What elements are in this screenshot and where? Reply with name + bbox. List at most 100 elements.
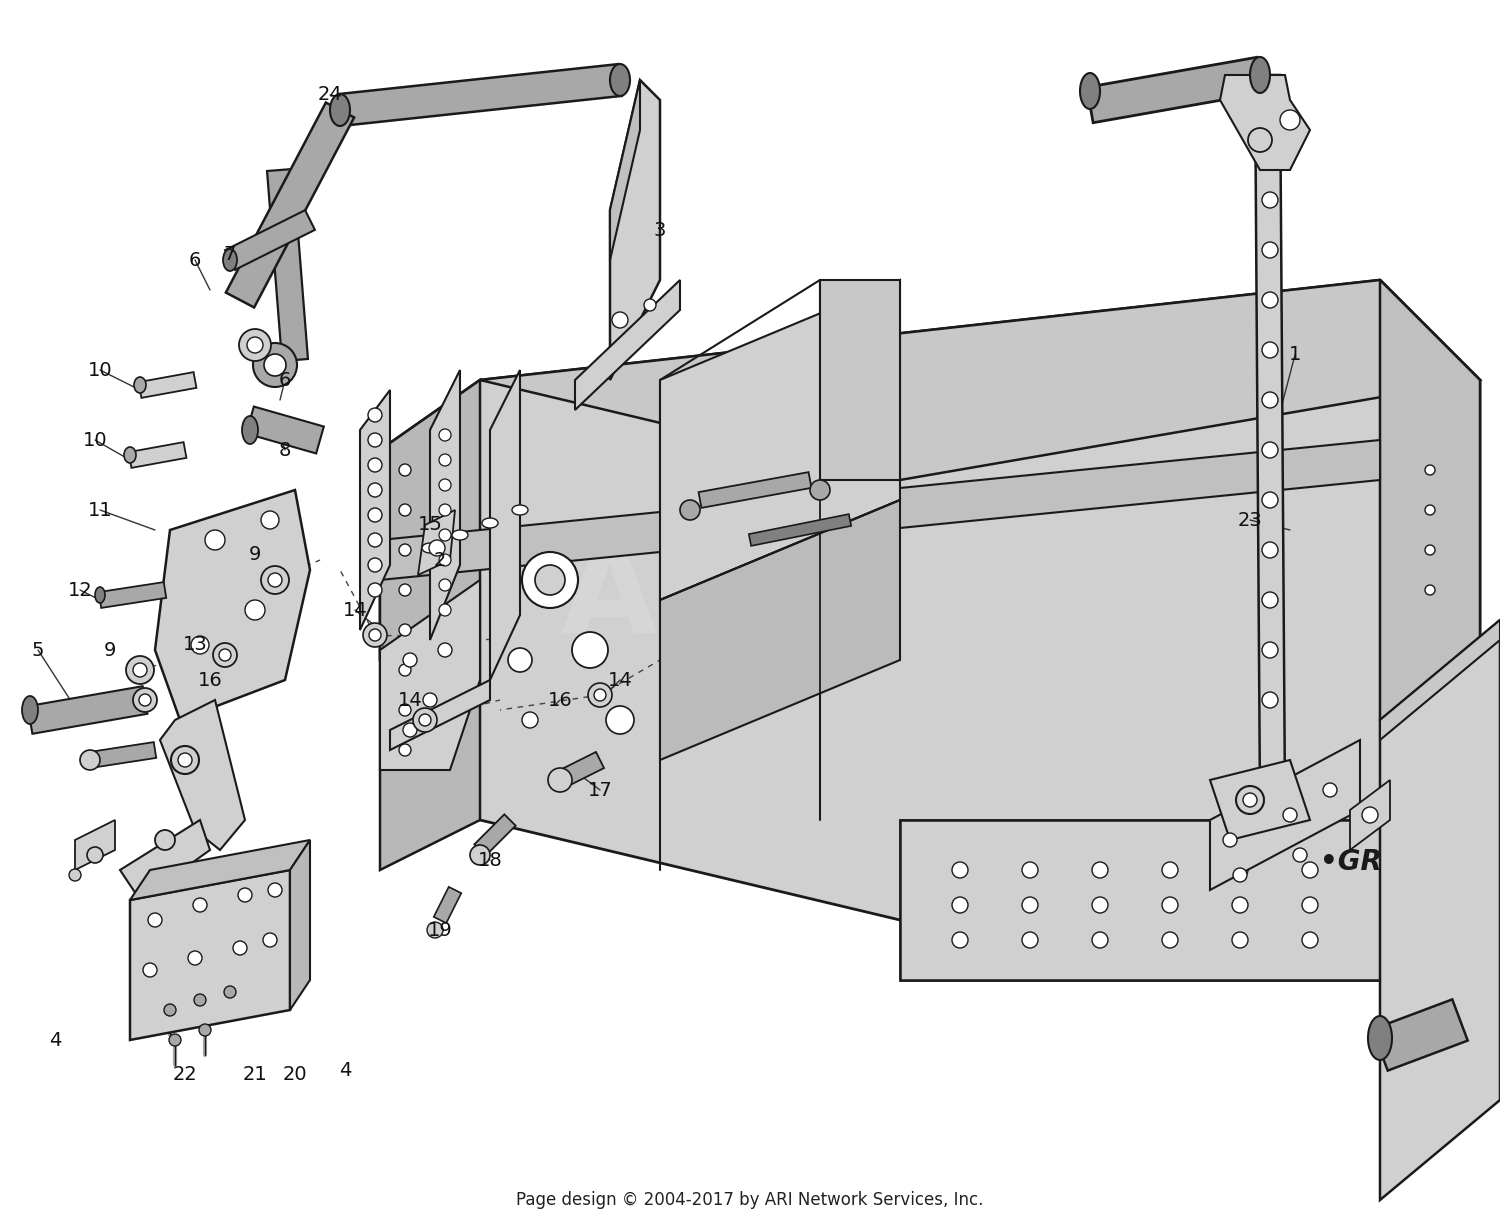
Polygon shape <box>574 280 680 410</box>
Polygon shape <box>380 581 480 770</box>
Text: 10: 10 <box>82 430 108 449</box>
Text: 13: 13 <box>183 636 207 654</box>
Ellipse shape <box>482 518 498 528</box>
Ellipse shape <box>1162 932 1178 948</box>
Ellipse shape <box>509 648 532 672</box>
Text: 12: 12 <box>68 581 93 599</box>
Ellipse shape <box>404 653 417 667</box>
Ellipse shape <box>126 656 154 684</box>
Ellipse shape <box>1323 784 1336 797</box>
Ellipse shape <box>522 712 538 728</box>
Ellipse shape <box>452 530 468 540</box>
Ellipse shape <box>440 529 452 541</box>
Ellipse shape <box>368 458 382 472</box>
Ellipse shape <box>148 913 162 927</box>
Text: 16: 16 <box>548 690 573 710</box>
Polygon shape <box>1380 620 1500 1200</box>
Ellipse shape <box>1232 862 1248 878</box>
Ellipse shape <box>1092 897 1108 913</box>
Ellipse shape <box>1262 642 1278 658</box>
Ellipse shape <box>368 433 382 446</box>
Ellipse shape <box>1262 242 1278 258</box>
Ellipse shape <box>188 951 202 966</box>
Polygon shape <box>821 280 900 480</box>
Polygon shape <box>27 686 147 734</box>
Ellipse shape <box>1262 542 1278 558</box>
Text: 17: 17 <box>588 781 612 800</box>
Ellipse shape <box>261 510 279 529</box>
Ellipse shape <box>194 898 207 911</box>
Text: 2: 2 <box>433 551 445 569</box>
Ellipse shape <box>134 378 146 394</box>
Ellipse shape <box>1250 57 1270 93</box>
Polygon shape <box>138 373 196 397</box>
Polygon shape <box>75 820 116 870</box>
Ellipse shape <box>242 416 258 444</box>
Text: 14: 14 <box>342 600 368 620</box>
Text: 16: 16 <box>198 670 222 690</box>
Ellipse shape <box>1280 109 1300 130</box>
Ellipse shape <box>244 600 266 620</box>
Ellipse shape <box>369 629 381 641</box>
Text: •GR: •GR <box>1320 847 1382 876</box>
Ellipse shape <box>69 870 81 881</box>
Text: 8: 8 <box>279 440 291 460</box>
Ellipse shape <box>94 587 105 603</box>
Text: 14: 14 <box>608 670 633 690</box>
Ellipse shape <box>1425 585 1436 595</box>
Polygon shape <box>1256 75 1286 799</box>
Text: 4: 4 <box>50 1031 62 1049</box>
Text: 22: 22 <box>172 1065 198 1085</box>
Ellipse shape <box>190 636 208 654</box>
Ellipse shape <box>1022 932 1038 948</box>
Text: 21: 21 <box>243 1065 267 1085</box>
Ellipse shape <box>399 464 411 476</box>
Polygon shape <box>474 814 516 856</box>
Ellipse shape <box>1362 807 1378 823</box>
Polygon shape <box>556 752 604 788</box>
Ellipse shape <box>1022 862 1038 878</box>
Polygon shape <box>246 407 324 454</box>
Polygon shape <box>380 380 480 870</box>
Ellipse shape <box>952 932 968 948</box>
Ellipse shape <box>238 888 252 902</box>
Ellipse shape <box>399 504 411 517</box>
Polygon shape <box>748 514 850 546</box>
Ellipse shape <box>219 649 231 661</box>
Ellipse shape <box>1248 128 1272 153</box>
Ellipse shape <box>952 897 968 913</box>
Polygon shape <box>360 390 390 630</box>
Ellipse shape <box>1092 862 1108 878</box>
Ellipse shape <box>194 994 206 1006</box>
Text: 9: 9 <box>249 545 261 565</box>
Ellipse shape <box>224 986 236 998</box>
Ellipse shape <box>606 706 634 734</box>
Polygon shape <box>490 370 520 680</box>
Polygon shape <box>1220 75 1310 170</box>
Polygon shape <box>1350 780 1390 850</box>
Text: 1: 1 <box>1288 346 1300 364</box>
Ellipse shape <box>154 830 176 850</box>
Polygon shape <box>99 582 166 608</box>
Ellipse shape <box>440 504 452 517</box>
Ellipse shape <box>399 624 411 636</box>
Ellipse shape <box>238 328 272 360</box>
Ellipse shape <box>1302 862 1318 878</box>
Ellipse shape <box>264 354 286 376</box>
Ellipse shape <box>213 643 237 667</box>
Ellipse shape <box>1092 932 1108 948</box>
Ellipse shape <box>572 632 608 668</box>
Text: 6: 6 <box>279 370 291 390</box>
Ellipse shape <box>1262 392 1278 408</box>
Ellipse shape <box>368 533 382 547</box>
Ellipse shape <box>1282 808 1298 822</box>
Ellipse shape <box>610 64 630 96</box>
Polygon shape <box>660 501 900 760</box>
Ellipse shape <box>124 446 136 462</box>
Ellipse shape <box>1425 545 1436 555</box>
Polygon shape <box>900 820 1480 980</box>
Polygon shape <box>290 840 310 1010</box>
Ellipse shape <box>440 554 452 566</box>
Ellipse shape <box>1302 932 1318 948</box>
Polygon shape <box>419 510 454 574</box>
